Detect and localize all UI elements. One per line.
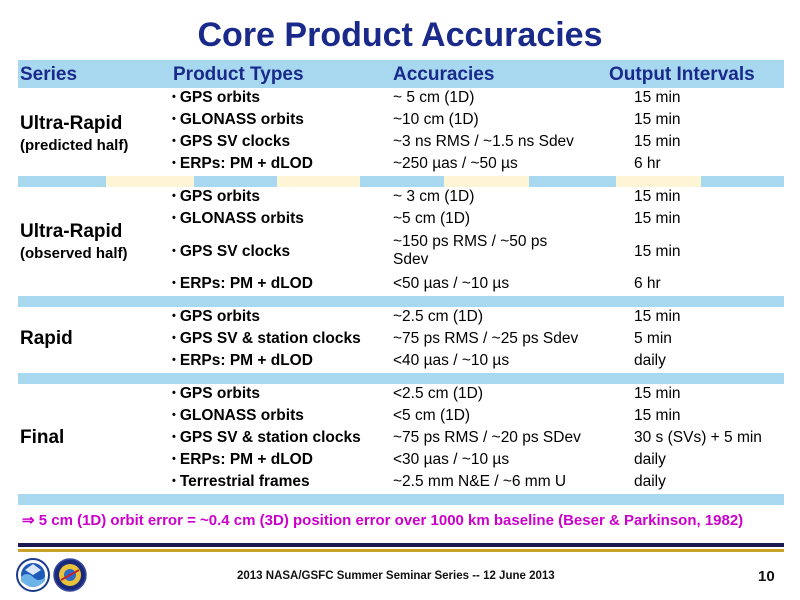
- series-name: Final: [20, 427, 65, 448]
- accuracy: ~5 cm (1D): [393, 210, 471, 227]
- series-label: Rapid: [20, 328, 73, 350]
- product-type: ERPs: PM + dLOD: [172, 352, 313, 371]
- footer-rule-gold: [18, 549, 784, 552]
- accuracy: ~2.5 mm N&E / ~6 mm U: [393, 473, 567, 490]
- output-interval: daily: [634, 451, 666, 468]
- accuracy: <30 µas / ~10 µs: [393, 451, 510, 468]
- footnote: ⇒ 5 cm (1D) orbit error = ~0.4 cm (3D) p…: [22, 512, 744, 529]
- output-interval: 15 min: [634, 210, 681, 227]
- accuracy: <40 µas / ~10 µs: [393, 352, 510, 369]
- series-label: Ultra-Rapid (predicted half): [20, 113, 128, 157]
- header-series: Series: [20, 64, 78, 85]
- product-type: GPS SV clocks: [172, 133, 290, 152]
- series-label: Ultra-Rapid (observed half): [20, 221, 128, 265]
- footer-text: 2013 NASA/GSFC Summer Seminar Series -- …: [237, 570, 555, 582]
- accuracy: ~75 ps RMS / ~25 ps Sdev: [393, 330, 579, 347]
- output-interval: 15 min: [634, 188, 681, 205]
- accuracy: ~ 5 cm (1D): [393, 89, 475, 106]
- accuracy: <2.5 cm (1D): [393, 385, 484, 402]
- product-type: GPS orbits: [172, 308, 260, 327]
- product-type: GPS orbits: [172, 385, 260, 404]
- product-type: ERPs: PM + dLOD: [172, 275, 313, 294]
- output-interval: 30 s (SVs) + 5 min: [634, 429, 762, 446]
- series-name: Ultra-Rapid: [20, 113, 123, 134]
- output-interval: daily: [634, 473, 666, 490]
- accuracy-line: ~150 ps RMS / ~50 ps: [393, 233, 548, 250]
- slide-title: Core Product Accuracies: [197, 16, 603, 54]
- accuracy: ~ 3 cm (1D): [393, 188, 475, 205]
- series-label: Final: [20, 427, 64, 449]
- product-type: ERPs: PM + dLOD: [172, 451, 313, 470]
- output-interval: 6 hr: [634, 155, 661, 172]
- product-type: GPS orbits: [172, 188, 260, 207]
- product-type: GPS SV & station clocks: [172, 429, 361, 448]
- noaa-logo: [16, 558, 50, 592]
- series-qualifier: (predicted half): [20, 137, 129, 154]
- product-type: GLONASS orbits: [172, 407, 304, 426]
- page-number: 10: [758, 568, 775, 585]
- header-product-types: Product Types: [173, 64, 304, 85]
- product-type: GPS orbits: [172, 89, 260, 108]
- nasa-gsfc-logo: [53, 558, 87, 592]
- series-name: Ultra-Rapid: [20, 221, 123, 242]
- output-interval: 15 min: [634, 308, 681, 325]
- table-header-band: [18, 60, 784, 88]
- product-type: ERPs: PM + dLOD: [172, 155, 313, 174]
- series-qualifier: (observed half): [20, 245, 128, 262]
- output-interval: 15 min: [634, 385, 681, 402]
- product-type: Terrestrial frames: [172, 473, 310, 492]
- footer-rule-dark: [18, 543, 784, 547]
- accuracy: ~75 ps RMS / ~20 ps SDev: [393, 429, 581, 446]
- product-type: GPS SV clocks: [172, 243, 290, 262]
- output-interval: 15 min: [634, 89, 681, 106]
- output-interval: 6 hr: [634, 275, 661, 292]
- output-interval: 15 min: [634, 133, 681, 150]
- accuracy: <50 µas / ~10 µs: [393, 275, 510, 292]
- accuracy: <5 cm (1D): [393, 407, 471, 424]
- group-separator: [18, 176, 784, 187]
- group-separator: [18, 373, 784, 384]
- accuracy: ~150 ps RMS / ~50 ps Sdev: [393, 233, 547, 269]
- output-interval: 15 min: [634, 407, 681, 424]
- product-type: GPS SV & station clocks: [172, 330, 361, 349]
- accuracy: ~3 ns RMS / ~1.5 ns Sdev: [393, 133, 574, 150]
- series-name: Rapid: [20, 328, 73, 349]
- group-separator: [18, 494, 784, 505]
- output-interval: 15 min: [634, 111, 681, 128]
- group-separator: [18, 296, 784, 307]
- header-output-intervals: Output Intervals: [609, 64, 755, 85]
- accuracy: ~10 cm (1D): [393, 111, 479, 128]
- header-accuracies: Accuracies: [393, 64, 495, 85]
- product-type: GLONASS orbits: [172, 111, 304, 130]
- product-type: GLONASS orbits: [172, 210, 304, 229]
- accuracy-line: Sdev: [393, 251, 429, 268]
- output-interval: daily: [634, 352, 666, 369]
- output-interval: 15 min: [634, 243, 681, 260]
- output-interval: 5 min: [634, 330, 672, 347]
- accuracy: ~250 µas / ~50 µs: [393, 155, 518, 172]
- accuracy: ~2.5 cm (1D): [393, 308, 484, 325]
